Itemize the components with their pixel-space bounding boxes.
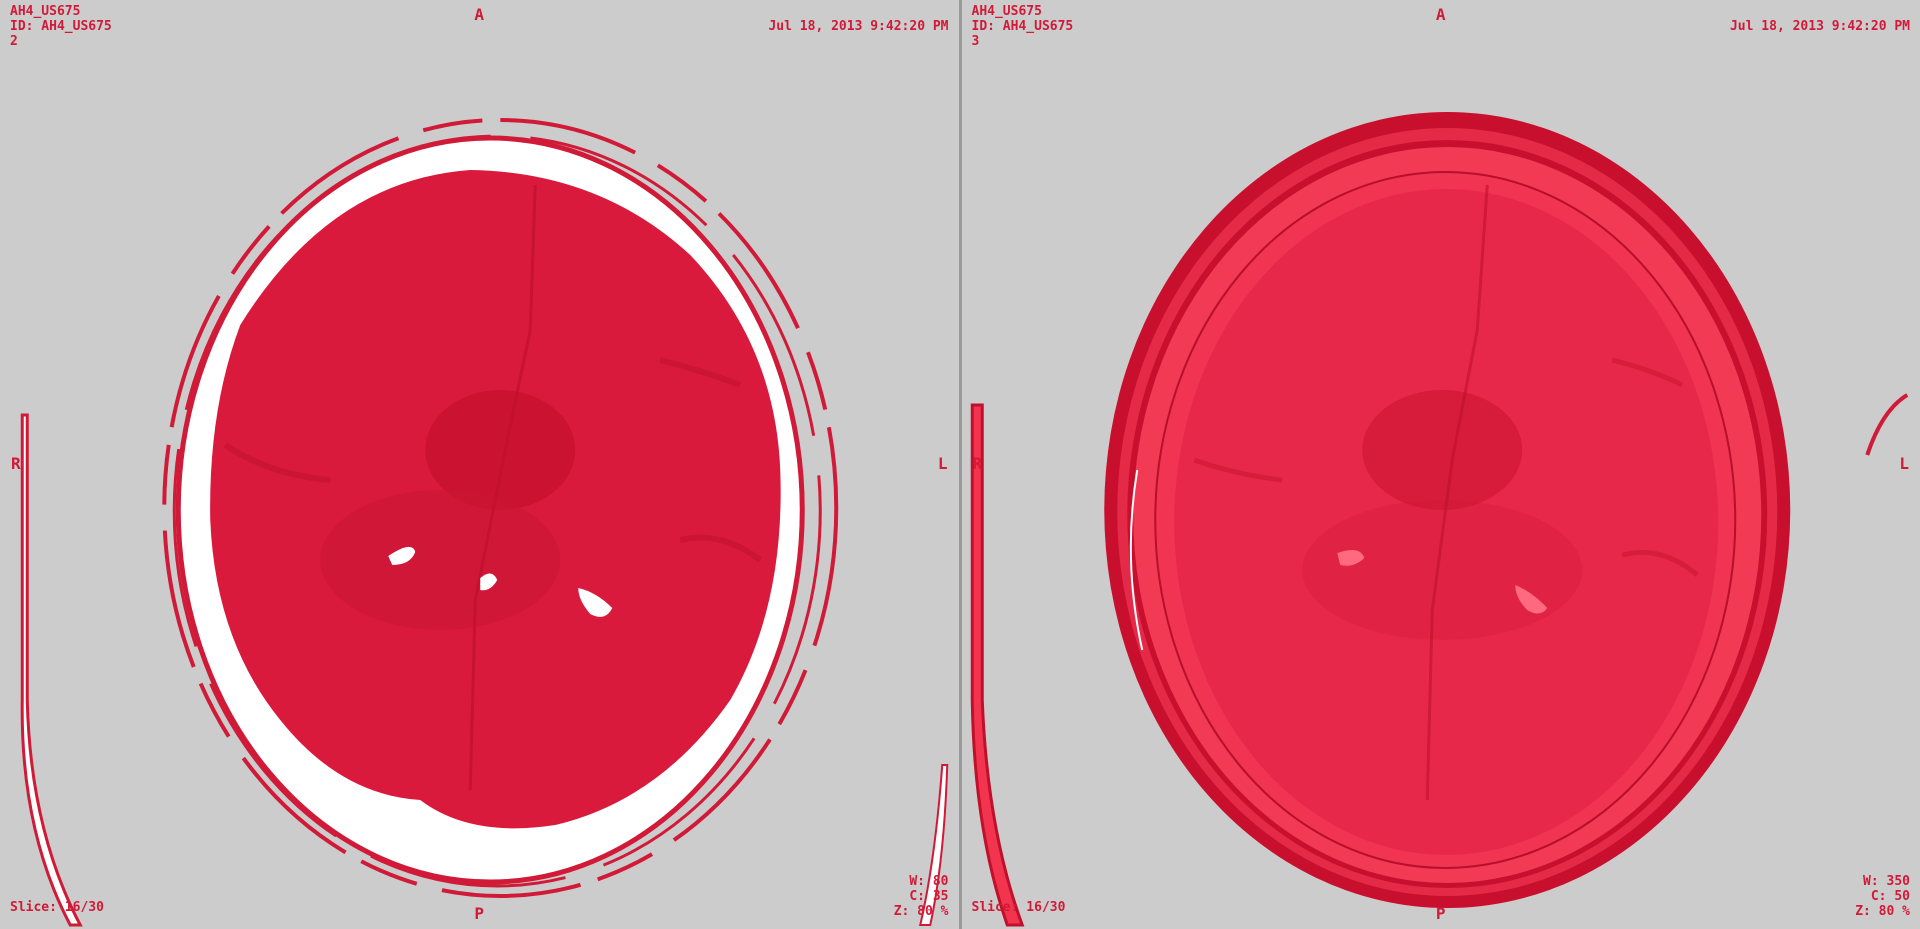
orientation-bottom: P [474,904,485,923]
slice-indicator: Slice: 16/30 [971,900,1066,915]
ct-brain-image-left[interactable] [0,0,959,929]
orientation-bottom: P [1435,904,1446,923]
orientation-top: A [474,5,485,24]
window-center: C: 50 [1870,889,1910,904]
window-center: C: 35 [909,889,949,904]
orientation-left: R [11,454,21,473]
zoom-level: Z: 80 % [893,904,949,919]
patient-id: ID: AH4_US675 [10,19,112,34]
study-datetime-block: Jul 18, 2013 9:42:20 PM [768,4,948,34]
window-level-info: W: 350 C: 50 Z: 80 % [1855,874,1910,919]
series-number: 2 [10,34,18,49]
window-width: W: 350 [1863,874,1910,889]
patient-info: AH4_US675 ID: AH4_US675 2 [10,4,112,49]
viewport-left[interactable]: AH4_US675 ID: AH4_US675 2 Jul 18, 2013 9:4… [0,0,959,929]
patient-name: AH4_US675 [10,4,81,19]
patient-id: ID: AH4_US675 [971,19,1074,34]
study-datetime: Jul 18, 2013 9:42:20 PM [768,19,949,34]
slice-indicator: Slice: 16/30 [10,900,104,915]
orientation-top: A [1435,5,1446,24]
series-number: 3 [971,34,980,49]
orientation-right: L [937,454,948,473]
orientation-right: L [1899,454,1909,473]
ct-brain-image-right[interactable] [962,0,1920,929]
window-width: W: 80 [909,874,949,889]
orientation-left: R [972,454,983,473]
window-level-info: W: 80 C: 35 Z: 80 % [894,874,949,919]
viewport-right[interactable]: AH4_US675 ID: AH4_US675 3 Jul 18, 2013 9:4… [961,0,1920,929]
patient-name: AH4_US675 [971,4,1042,19]
study-datetime-block: Jul 18, 2013 9:42:20 PM [1730,4,1910,34]
patient-info: AH4_US675 ID: AH4_US675 3 [972,4,1074,49]
study-datetime: Jul 18, 2013 9:42:20 PM [1729,19,1910,34]
zoom-level: Z: 80 % [1855,904,1910,919]
